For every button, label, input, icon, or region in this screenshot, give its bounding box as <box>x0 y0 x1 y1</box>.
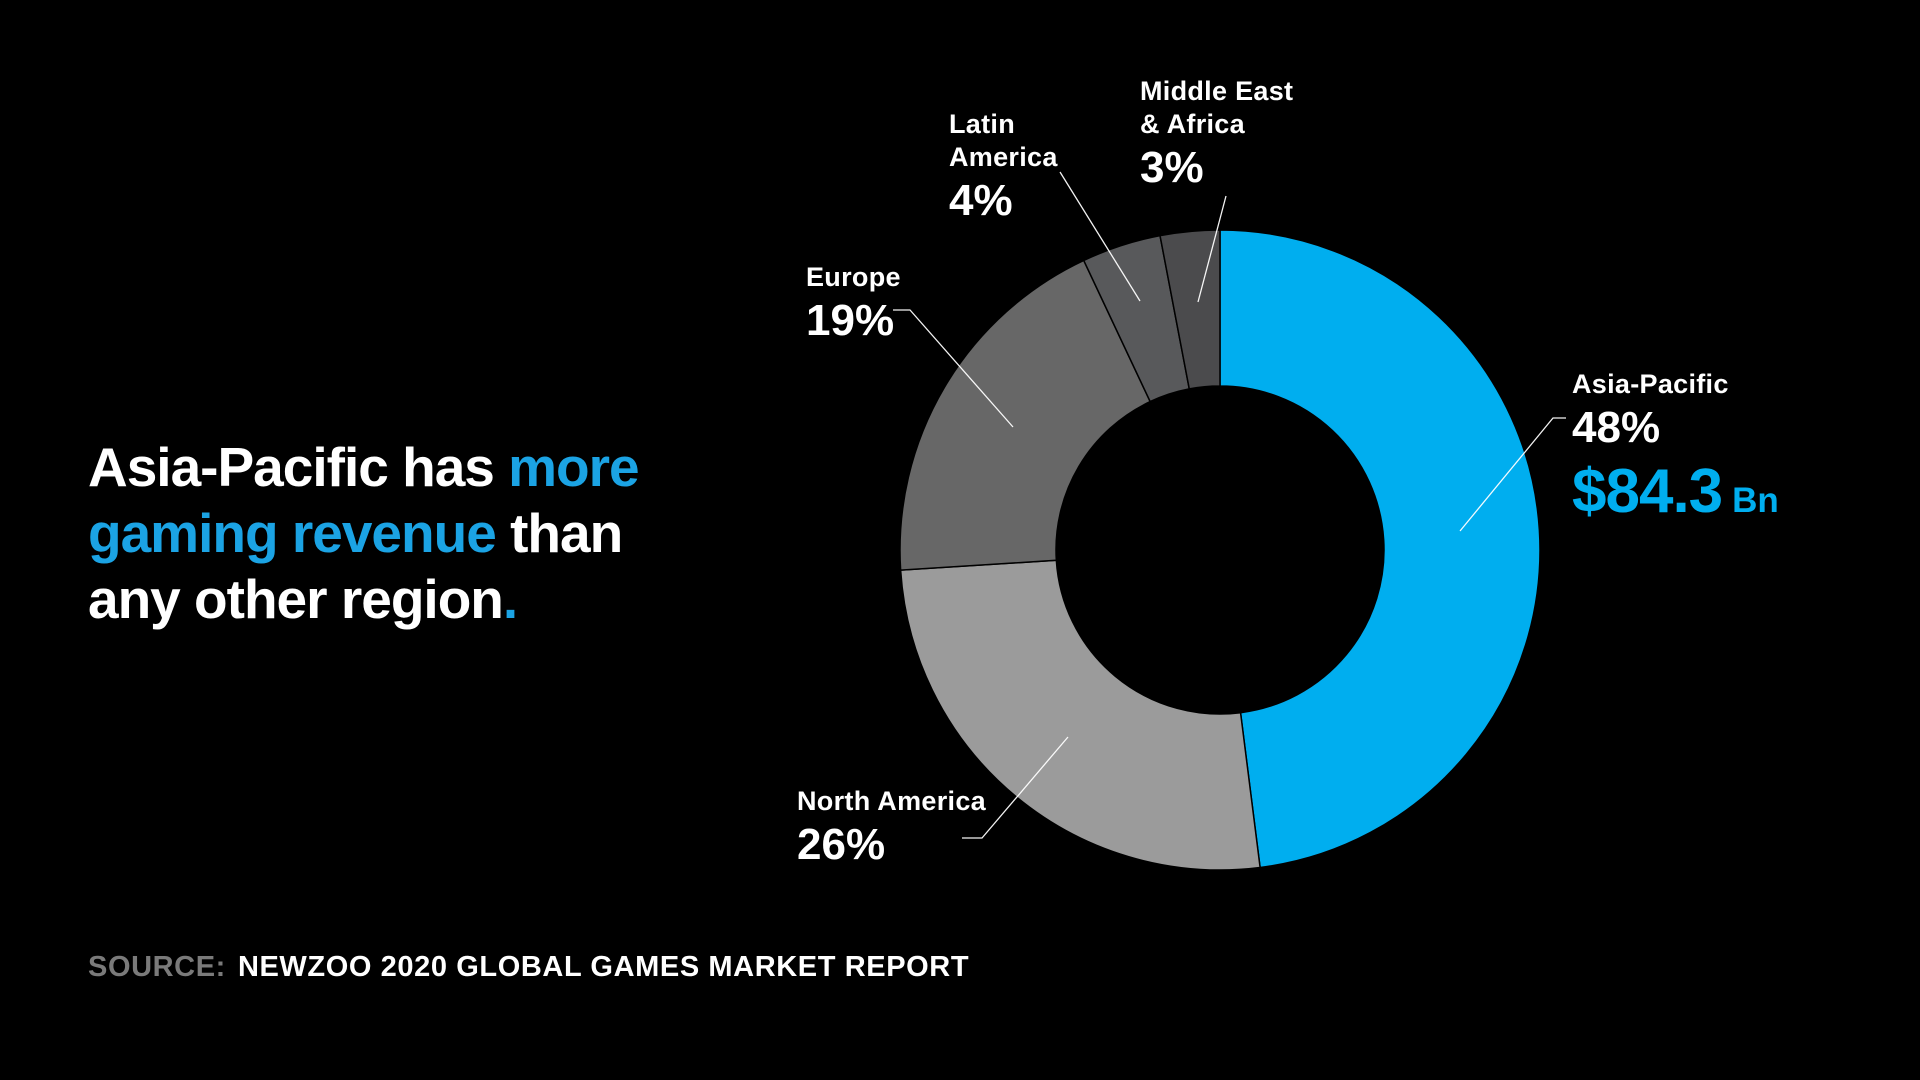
headline: Asia-Pacific has more gaming revenue than… <box>88 434 640 632</box>
region-name: Asia-Pacific <box>1572 369 1729 399</box>
donut-slice-middle-east-africa <box>1159 229 1221 390</box>
region-name: America <box>949 142 1058 172</box>
revenue-amount: $84.3 <box>1572 457 1723 526</box>
label-middle-east-africa: Middle East & Africa 3% <box>1140 75 1293 192</box>
source-prefix: SOURCE: <box>88 951 226 983</box>
region-name: Europe <box>806 262 901 292</box>
donut-slice-europe <box>899 259 1152 571</box>
percent-value: 3% <box>1140 143 1204 192</box>
label-north-america: North America 26% <box>797 785 986 869</box>
region-name: & Africa <box>1140 109 1245 139</box>
donut-slice-asia-pacific <box>1219 229 1541 869</box>
revenue-value: $84.3 Bn <box>1572 460 1779 540</box>
region-name: Latin <box>949 109 1015 139</box>
region-name: North America <box>797 786 986 816</box>
leader-line-asia-pacific <box>1459 417 1566 532</box>
label-asia-pacific: Asia-Pacific 48% $84.3 Bn <box>1572 368 1779 540</box>
leader-line-north-america <box>962 736 1069 839</box>
region-name: Middle East <box>1140 76 1294 106</box>
donut-slice-north-america <box>899 559 1261 871</box>
headline-line: Asia-Pacific has more <box>88 436 640 498</box>
percent-value: 4% <box>949 176 1013 225</box>
percent-value: 26% <box>797 820 886 869</box>
headline-line: gaming revenue than <box>88 502 623 564</box>
percent-value: 48% <box>1572 403 1661 452</box>
source-text: NEWZOO 2020 GLOBAL GAMES MARKET REPORT <box>237 951 970 983</box>
source-line: SOURCE: NEWZOO 2020 GLOBAL GAMES MARKET R… <box>88 951 969 984</box>
label-europe: Europe 19% <box>806 261 901 345</box>
revenue-unit: Bn <box>1732 481 1779 520</box>
percent-value: 19% <box>806 296 895 345</box>
leader-line-europe <box>893 309 1014 428</box>
leader-line-middle-east-africa <box>1197 195 1227 303</box>
label-latin-america: Latin America 4% <box>949 108 1058 225</box>
headline-line: any other region. <box>88 568 518 630</box>
leader-line-latin-america <box>1059 171 1141 302</box>
